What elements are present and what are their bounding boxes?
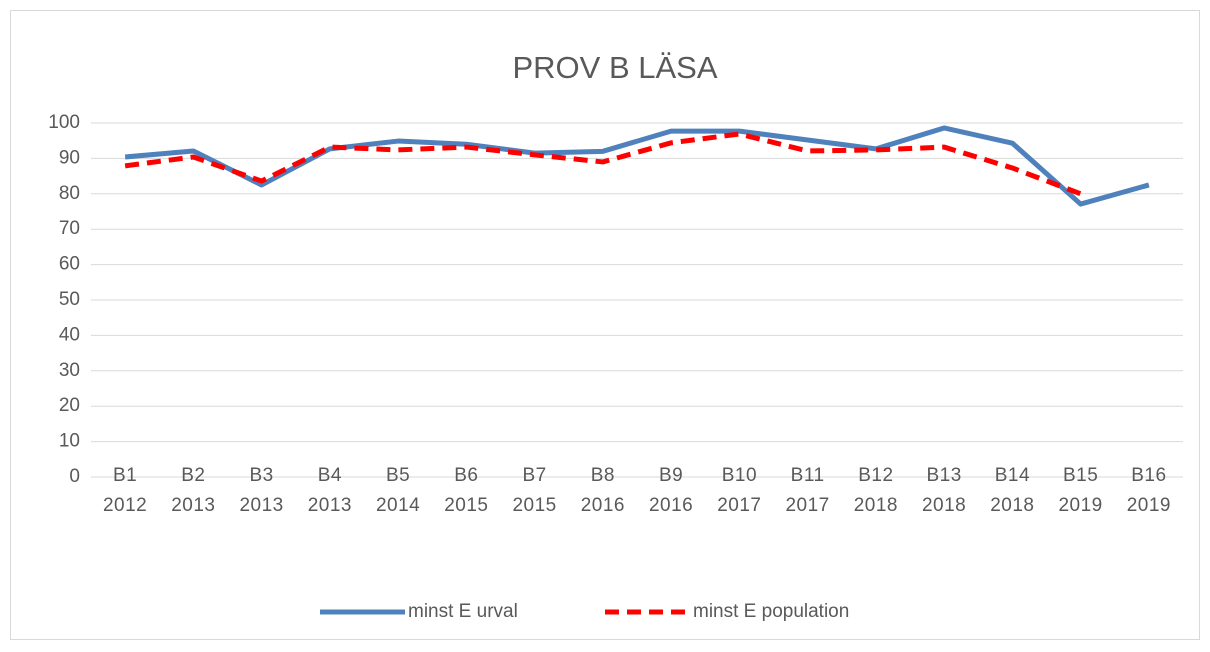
x-tick-label: B9 2016 — [648, 465, 694, 516]
y-tick-label: 10 — [59, 431, 80, 452]
y-tick-label: 70 — [59, 218, 80, 239]
x-tick-label: B5 2014 — [375, 465, 421, 516]
x-tick-label: B6 2015 — [444, 465, 489, 516]
chart-title: PROV B LÄSA — [512, 50, 717, 85]
y-tick-label: 20 — [59, 395, 80, 416]
legend-label: minst E urval — [408, 601, 518, 622]
x-tick-label: B2 2013 — [171, 465, 216, 516]
y-tick-label: 50 — [59, 289, 80, 310]
x-tick-label: B10 2017 — [717, 465, 762, 516]
y-tick-label: 100 — [48, 112, 80, 133]
x-tick-label: B11 2017 — [785, 465, 830, 516]
x-tick-label: B1 2012 — [102, 465, 148, 516]
y-tick-label: 30 — [59, 360, 80, 381]
series-line — [124, 131, 1082, 197]
series-line — [124, 125, 1150, 207]
y-tick-label: 0 — [69, 466, 80, 487]
y-tick-label: 80 — [59, 183, 80, 204]
x-tick-label: B13 2018 — [921, 465, 967, 516]
x-tick-label: B7 2015 — [512, 465, 557, 516]
x-tick-label: B3 2013 — [239, 465, 284, 516]
y-tick-label: 40 — [59, 324, 80, 345]
x-tick-label: B8 2016 — [580, 465, 626, 516]
x-tick-label: B16 2019 — [1126, 465, 1172, 516]
x-tick-label: B4 2013 — [307, 465, 353, 516]
y-tick-label: 90 — [59, 147, 80, 168]
legend-label: minst E population — [693, 601, 849, 622]
chart-border — [10, 10, 1200, 640]
x-tick-label: B15 2019 — [1058, 465, 1103, 516]
y-tick-label: 60 — [59, 254, 80, 275]
x-tick-label: B14 2018 — [990, 465, 1035, 516]
x-tick-label: B12 2018 — [853, 465, 899, 516]
